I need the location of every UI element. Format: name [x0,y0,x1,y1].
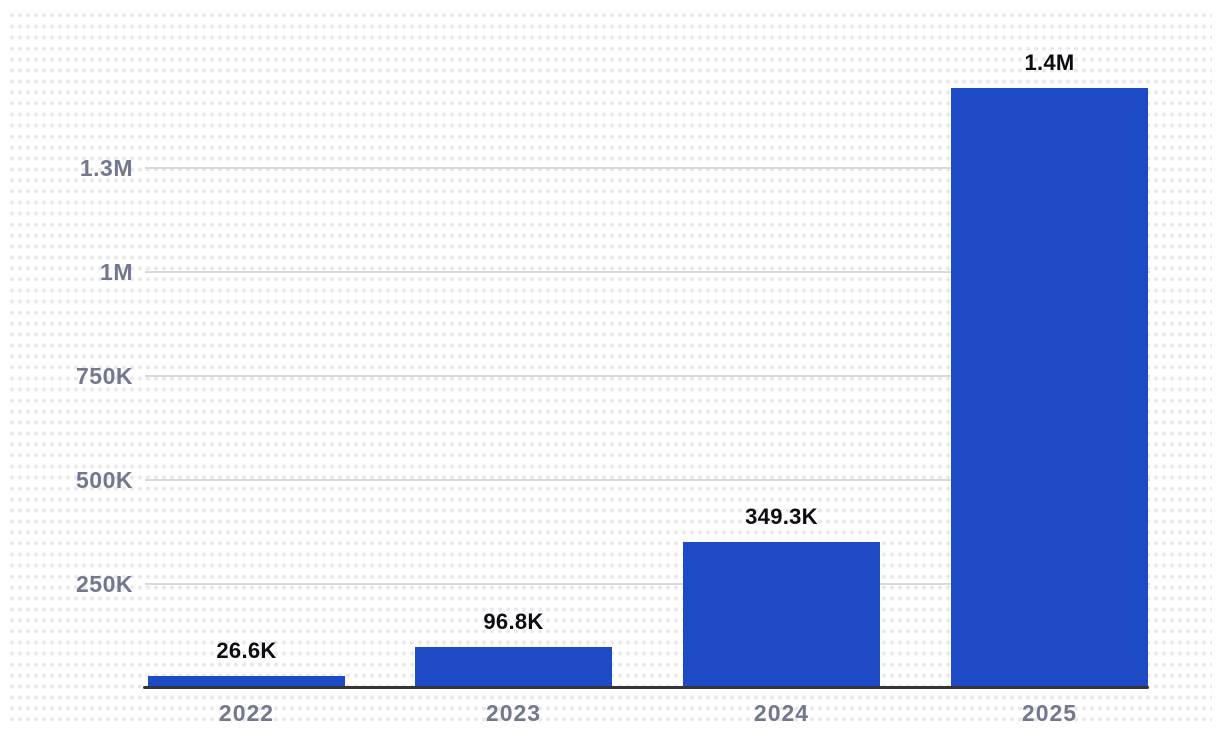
x-axis-tick-label: 2025 [1021,700,1078,726]
gridline [145,167,1150,169]
y-axis-tick-label: 750K [76,363,133,389]
gridline [145,583,1150,585]
bar[interactable] [683,542,880,687]
x-axis-tick-label: 2022 [218,700,275,726]
bar-value-label: 96.8K [483,609,544,634]
gridline [145,375,1150,377]
bar-value-label: 1.4M [1024,50,1075,75]
y-axis-tick-label: 500K [76,467,133,493]
x-axis-line [143,686,1149,689]
bar[interactable] [148,676,345,687]
gridline [145,271,1150,273]
gridline [145,479,1150,481]
y-axis-tick-label: 250K [76,571,133,597]
bar[interactable] [951,88,1148,687]
bar-value-label: 349.3K [745,504,818,529]
y-axis-tick-label: 1.3M [79,155,133,181]
y-axis-tick-label: 1M [100,259,133,285]
bar[interactable] [415,647,612,687]
x-axis-tick-label: 2023 [485,700,542,726]
x-axis-tick-label: 2024 [753,700,810,726]
bar-value-label: 26.6K [216,638,277,663]
